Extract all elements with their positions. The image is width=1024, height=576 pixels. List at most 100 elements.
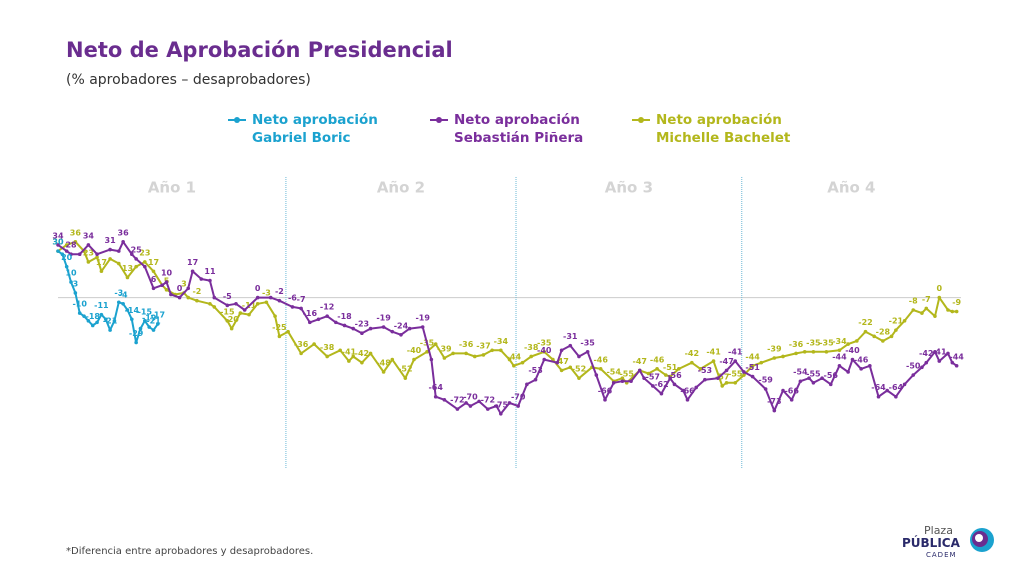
point	[937, 295, 942, 300]
point	[837, 363, 842, 368]
data-label: -36	[789, 340, 804, 349]
point	[876, 394, 881, 399]
data-label: -44	[949, 352, 964, 361]
point	[420, 325, 425, 329]
data-label: 31	[105, 236, 117, 245]
point	[811, 380, 816, 385]
point	[347, 359, 351, 363]
point	[716, 376, 720, 380]
data-label: -51	[663, 363, 678, 372]
point	[902, 382, 907, 387]
period-label: Año 3	[605, 179, 653, 197]
point	[151, 269, 156, 274]
point	[516, 404, 520, 408]
data-label: -18	[337, 312, 352, 321]
point	[824, 350, 829, 354]
data-label: -52	[572, 365, 586, 374]
data-label: -35	[819, 338, 834, 347]
point	[73, 240, 78, 244]
data-label: -28	[876, 327, 891, 336]
data-label: 17	[96, 258, 107, 267]
data-label: -40	[537, 346, 552, 355]
point	[650, 384, 655, 388]
point	[103, 317, 108, 322]
data-label: -35	[806, 338, 821, 347]
point	[772, 408, 777, 413]
point	[195, 298, 199, 303]
data-label: -36	[294, 340, 309, 349]
point	[507, 357, 512, 362]
point	[108, 328, 112, 332]
data-label: -72	[481, 396, 495, 405]
point	[598, 367, 603, 371]
point	[116, 249, 121, 253]
data-label: 28	[65, 241, 77, 250]
data-label: -75	[494, 400, 509, 409]
data-label: 10	[161, 269, 173, 278]
data-label: -10	[72, 300, 87, 309]
data-label: -42	[685, 349, 699, 358]
data-label: -34	[832, 337, 847, 346]
point	[846, 342, 850, 346]
point	[811, 350, 816, 354]
point	[229, 326, 234, 331]
point	[156, 322, 160, 326]
data-label: -73	[767, 397, 781, 406]
point	[403, 376, 408, 380]
point	[64, 243, 69, 247]
data-label: -46	[854, 355, 869, 364]
point	[750, 363, 755, 368]
point	[855, 339, 859, 343]
point	[360, 360, 364, 365]
point	[694, 385, 698, 390]
point	[781, 354, 785, 359]
point	[672, 382, 677, 387]
point	[655, 367, 659, 371]
point	[681, 388, 685, 393]
point	[520, 360, 525, 365]
point	[920, 365, 924, 370]
point	[299, 351, 303, 356]
point	[603, 398, 607, 402]
point	[894, 328, 898, 332]
point	[742, 373, 746, 377]
data-label: -14	[125, 306, 140, 315]
data-label: -66	[784, 386, 799, 395]
point	[846, 370, 850, 374]
data-label: -2	[275, 287, 284, 296]
point	[125, 308, 130, 312]
point	[464, 351, 468, 356]
point	[360, 331, 364, 336]
point	[412, 357, 416, 362]
point	[247, 312, 251, 317]
point	[151, 286, 156, 291]
point	[954, 363, 959, 368]
legend-swatch	[228, 117, 246, 123]
data-label: -55	[619, 369, 634, 378]
legend-label: Neto aprobación Sebastián Piñera	[454, 112, 584, 146]
data-label: -29	[129, 329, 144, 338]
point	[494, 404, 499, 408]
data-label: -64	[871, 383, 886, 392]
data-label: -39	[767, 345, 782, 354]
point	[277, 298, 282, 303]
point	[277, 334, 282, 339]
point	[555, 360, 560, 365]
point	[668, 376, 672, 380]
data-label: 17	[148, 258, 159, 267]
data-label: -57	[646, 372, 660, 381]
data-label: -44	[507, 352, 522, 361]
point	[151, 328, 156, 332]
data-label: -35	[537, 338, 552, 347]
data-label: -41	[342, 348, 357, 357]
data-label: -18	[86, 312, 101, 321]
point	[134, 264, 138, 269]
point	[642, 376, 646, 380]
logo-text: Plaza	[924, 524, 953, 537]
point	[95, 255, 99, 260]
point	[442, 398, 447, 402]
point	[828, 382, 833, 387]
data-label: 0	[255, 284, 261, 293]
point	[73, 291, 78, 295]
point	[889, 334, 894, 339]
